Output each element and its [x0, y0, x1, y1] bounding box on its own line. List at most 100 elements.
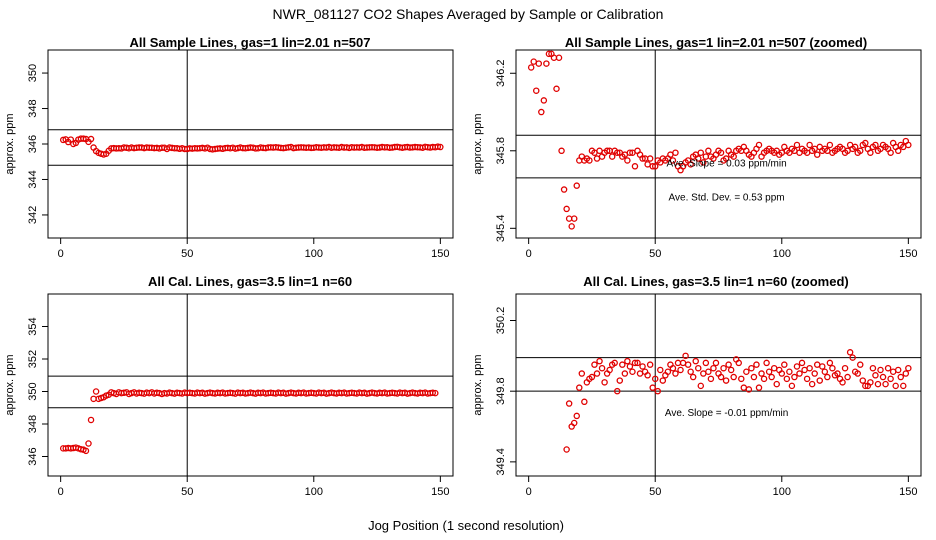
data-point — [905, 141, 912, 149]
data-point — [689, 373, 697, 381]
data-point — [730, 153, 737, 160]
data-point — [639, 155, 646, 162]
data-point — [639, 363, 646, 370]
x-tick-label: 150 — [431, 486, 449, 498]
data-point — [695, 364, 702, 372]
data-point — [92, 388, 100, 395]
data-point — [806, 364, 813, 372]
x-tick-label: 0 — [58, 486, 64, 498]
data-point — [684, 361, 692, 368]
y-tick-label: 346 — [27, 447, 39, 465]
data-point — [553, 85, 560, 93]
data-point — [581, 398, 588, 406]
data-point — [760, 375, 768, 383]
panel-title: All Sample Lines, gas=1 lin=2.01 n=507 (… — [565, 35, 867, 50]
data-point — [634, 359, 641, 367]
data-point — [705, 147, 712, 155]
x-tick-label: 150 — [899, 248, 917, 260]
data-point — [651, 375, 659, 383]
data-point — [672, 370, 679, 377]
data-point — [695, 155, 702, 162]
data-point — [900, 382, 907, 390]
data-point — [894, 147, 902, 155]
y-axis-label: approx. ppm — [4, 113, 16, 174]
data-point — [654, 387, 662, 395]
data-point — [570, 419, 578, 427]
panel-sample-zoomed: All Sample Lines, gas=1 lin=2.01 n=507 (… — [472, 35, 922, 260]
data-point — [755, 384, 763, 391]
data-point — [535, 60, 543, 67]
x-tick-label: 50 — [649, 486, 661, 498]
data-point — [545, 50, 553, 58]
panel-title: All Cal. Lines, gas=3.5 lin=1 n=60 (zoom… — [583, 274, 849, 289]
data-point — [616, 377, 624, 384]
data-point — [596, 357, 603, 365]
data-point — [687, 368, 694, 375]
data-point — [791, 373, 798, 381]
data-point — [59, 136, 67, 144]
data-point — [730, 373, 737, 381]
x-tick-label: 100 — [305, 248, 323, 260]
y-tick-label: 344 — [27, 170, 39, 188]
data-point — [768, 373, 775, 381]
data-point — [624, 157, 631, 164]
data-point — [834, 370, 841, 377]
data-point — [725, 361, 732, 368]
data-point — [905, 364, 912, 372]
data-point — [806, 141, 813, 149]
data-point — [859, 377, 867, 384]
data-point — [755, 141, 763, 149]
x-axis-label: Jog Position (1 second resolution) — [368, 518, 564, 533]
data-point — [432, 389, 439, 397]
data-point — [538, 108, 545, 116]
x-tick-label: 50 — [649, 248, 661, 260]
data-point — [687, 161, 694, 168]
data-point — [887, 375, 894, 383]
annotation: Ave. Slope = 0.03 ppm/min — [667, 159, 787, 170]
y-tick-label: 350.2 — [495, 307, 507, 335]
data-point — [884, 364, 892, 372]
data-point — [631, 163, 639, 170]
data-point — [803, 375, 811, 383]
data-point — [763, 359, 770, 367]
data-point — [560, 186, 568, 193]
data-point — [862, 139, 869, 147]
data-point — [629, 368, 636, 375]
x-tick-label: 0 — [58, 248, 64, 260]
y-tick-label: 349.4 — [495, 448, 507, 476]
data-point — [846, 349, 854, 356]
y-tick-label: 345.8 — [495, 137, 507, 165]
plot-frame — [515, 49, 922, 239]
data-point — [649, 163, 656, 170]
data-point — [631, 359, 639, 367]
data-point — [619, 361, 626, 368]
y-tick-label: 346 — [27, 135, 39, 153]
data-point — [824, 373, 831, 381]
x-tick-label: 0 — [526, 248, 532, 260]
data-point — [894, 366, 902, 374]
data-point — [783, 375, 791, 383]
data-point — [882, 380, 889, 388]
data-point — [745, 386, 753, 393]
data-point — [707, 375, 715, 383]
data-point — [826, 141, 834, 149]
data-point — [854, 370, 861, 377]
data-point — [879, 373, 887, 381]
data-point — [877, 366, 884, 374]
panel-sample-all: All Sample Lines, gas=1 lin=2.01 n=507 a… — [4, 35, 454, 260]
figure-title: NWR_081127 CO2 Shapes Averaged by Sample… — [273, 6, 664, 22]
y-tick-label: 348 — [27, 415, 39, 433]
data-point — [758, 370, 765, 377]
data-point — [649, 384, 656, 391]
data-point — [626, 363, 634, 370]
annotation: Ave. Std. Dev. = 0.53 ppm — [669, 192, 785, 203]
data-point — [669, 364, 677, 372]
data-point — [558, 147, 565, 155]
data-point — [543, 60, 550, 67]
data-point — [608, 153, 616, 160]
data-point — [85, 440, 92, 447]
data-point — [659, 377, 667, 384]
data-point — [857, 147, 864, 155]
data-point — [664, 368, 672, 375]
